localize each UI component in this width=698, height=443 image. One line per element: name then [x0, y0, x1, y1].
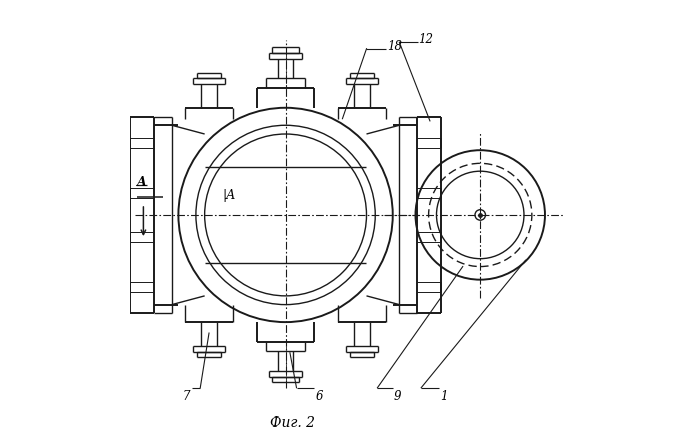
Text: 1: 1 [440, 390, 447, 403]
Text: 12: 12 [419, 34, 433, 47]
Text: 6: 6 [315, 390, 322, 403]
Text: 18: 18 [387, 40, 402, 53]
Text: A: A [137, 176, 147, 189]
Text: 7: 7 [183, 390, 191, 403]
Text: |A: |A [222, 189, 235, 202]
Text: 9: 9 [394, 390, 401, 403]
Text: Фиг. 2: Фиг. 2 [269, 416, 315, 430]
